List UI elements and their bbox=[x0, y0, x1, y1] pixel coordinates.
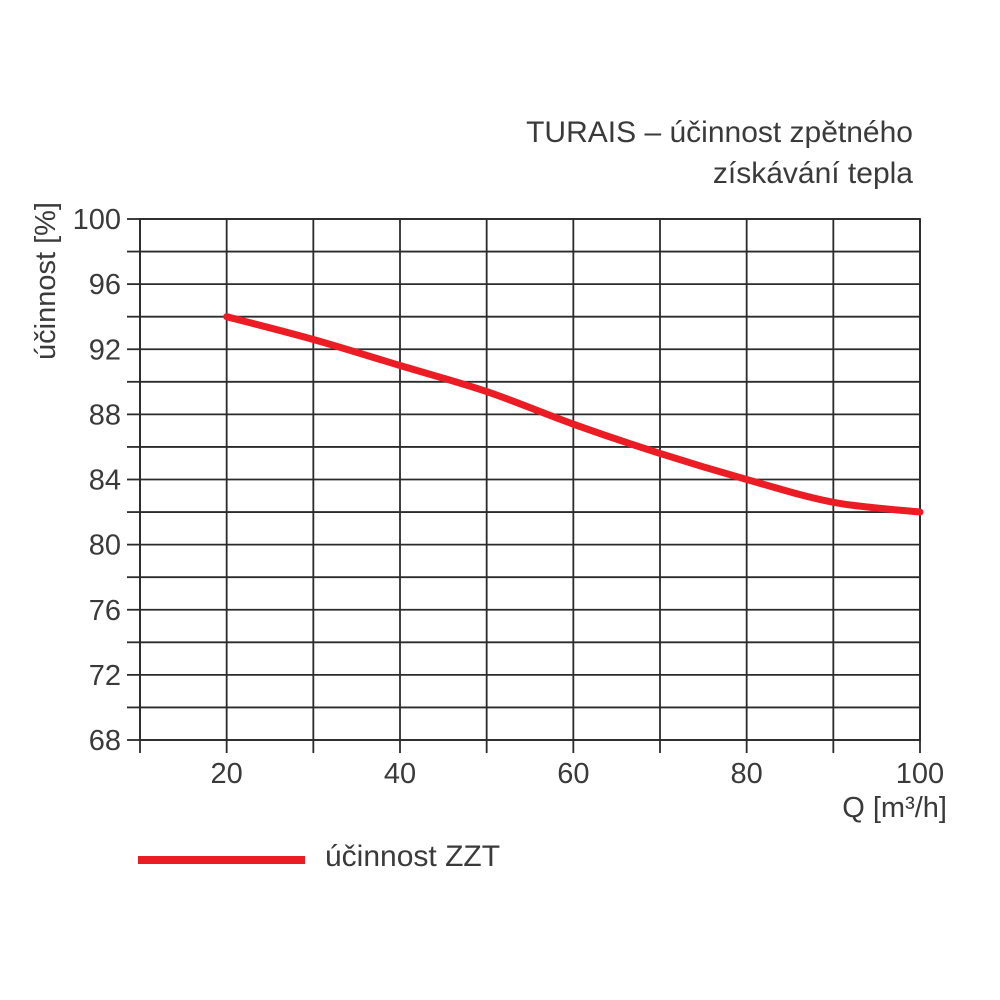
y-tick-label: 88 bbox=[89, 399, 121, 431]
y-tick-label: 68 bbox=[89, 725, 121, 757]
legend-line-swatch bbox=[138, 856, 305, 864]
y-tick-label: 100 bbox=[73, 204, 121, 236]
y-tick-label: 84 bbox=[89, 465, 121, 497]
x-tick-label: 80 bbox=[731, 758, 763, 790]
x-tick-label: 20 bbox=[211, 758, 243, 790]
x-tick-label: 40 bbox=[384, 758, 416, 790]
efficiency-curve bbox=[223, 313, 924, 516]
x-tick-label: 100 bbox=[896, 758, 944, 790]
y-tick-label: 96 bbox=[89, 269, 121, 301]
y-tick-label: 72 bbox=[89, 660, 121, 692]
chart-title: TURAIS – účinnost zpětného získávání tep… bbox=[526, 112, 913, 194]
y-tick-label: 92 bbox=[89, 334, 121, 366]
chart-title-line1: TURAIS – účinnost zpětného bbox=[526, 116, 913, 149]
legend: účinnost ZZT bbox=[138, 840, 500, 874]
x-tick-label: 60 bbox=[557, 758, 589, 790]
legend-label: účinnost ZZT bbox=[325, 840, 501, 873]
x-axis-title: Q [m³/h] bbox=[842, 792, 947, 824]
y-tick-label: 76 bbox=[89, 595, 121, 627]
y-tick-label: 80 bbox=[89, 530, 121, 562]
chart-title-line2: získávání tepla bbox=[712, 157, 913, 190]
plot-frame bbox=[139, 218, 921, 741]
